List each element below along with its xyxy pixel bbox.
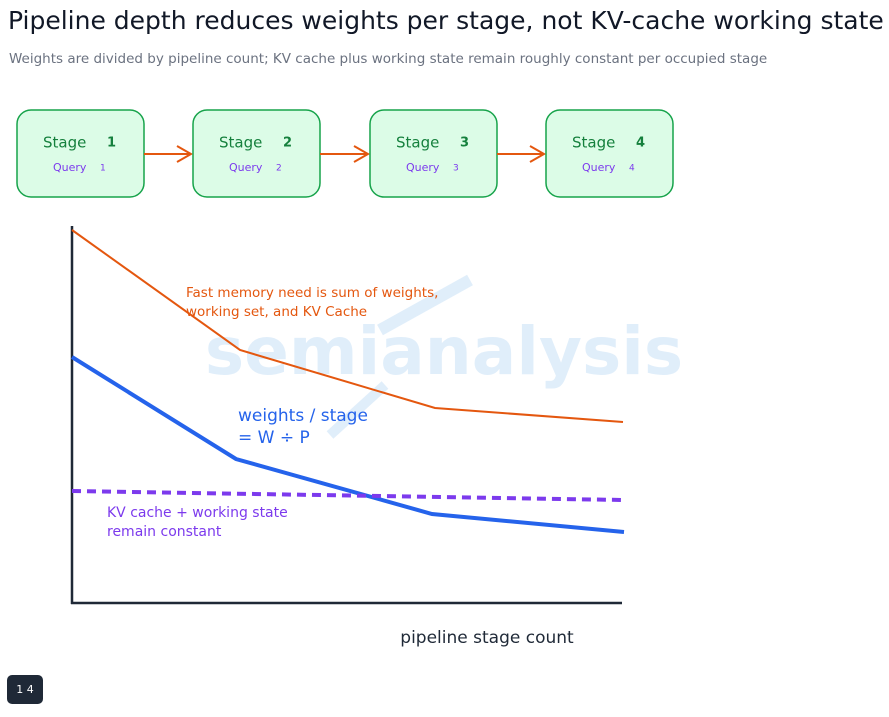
title: Pipeline depth reduces weights per stage… (8, 6, 884, 35)
watermark: semianalysis (205, 313, 683, 390)
query-number: 1 (100, 164, 106, 174)
query-number: 2 (276, 164, 282, 174)
badge (7, 675, 43, 704)
arrow-head (353, 145, 371, 163)
annotation: = W ÷ P (238, 428, 310, 448)
stage-box (192, 109, 321, 198)
stage-number: 4 (636, 136, 645, 151)
stage-number: 2 (283, 136, 292, 151)
annotation: weights / stage (238, 406, 368, 426)
weights-line (70, 355, 625, 534)
stage-row: Stage 1 Query 1 Stage 2 Query 2 Stage 3 Query 3 Stag… (16, 109, 674, 198)
query-label: Query (582, 161, 616, 174)
fast-memory-line (71, 229, 624, 423)
stage-box (545, 109, 674, 198)
stage-box (16, 109, 145, 198)
x-axis-label: pipeline stage count (400, 628, 574, 648)
watermark-stroke (326, 381, 389, 439)
watermark-stroke (377, 274, 473, 336)
arrow-head (176, 145, 194, 163)
query-number: 3 (453, 164, 459, 174)
annotation: remain constant (107, 524, 222, 540)
kv-cache-line (71, 489, 625, 502)
stage-number: 1 (107, 136, 116, 151)
stage-label: Stage (572, 134, 615, 152)
query-label: Query (406, 161, 440, 174)
arrow-head (529, 145, 547, 163)
annotation: KV cache + working state (107, 505, 288, 521)
query-number: 4 (629, 164, 635, 174)
badge-text: 1 4 (16, 683, 34, 696)
query-label: Query (53, 161, 87, 174)
subtitle: Weights are divided by pipeline count; K… (9, 51, 767, 67)
stage-box (369, 109, 498, 198)
stage-label: Stage (43, 134, 86, 152)
annotation: Fast memory need is sum of weights, (186, 285, 438, 301)
stage-label: Stage (396, 134, 439, 152)
stage-number: 3 (460, 136, 469, 151)
annotation: working set, and KV Cache (186, 304, 367, 320)
stage-label: Stage (219, 134, 262, 152)
query-label: Query (229, 161, 263, 174)
